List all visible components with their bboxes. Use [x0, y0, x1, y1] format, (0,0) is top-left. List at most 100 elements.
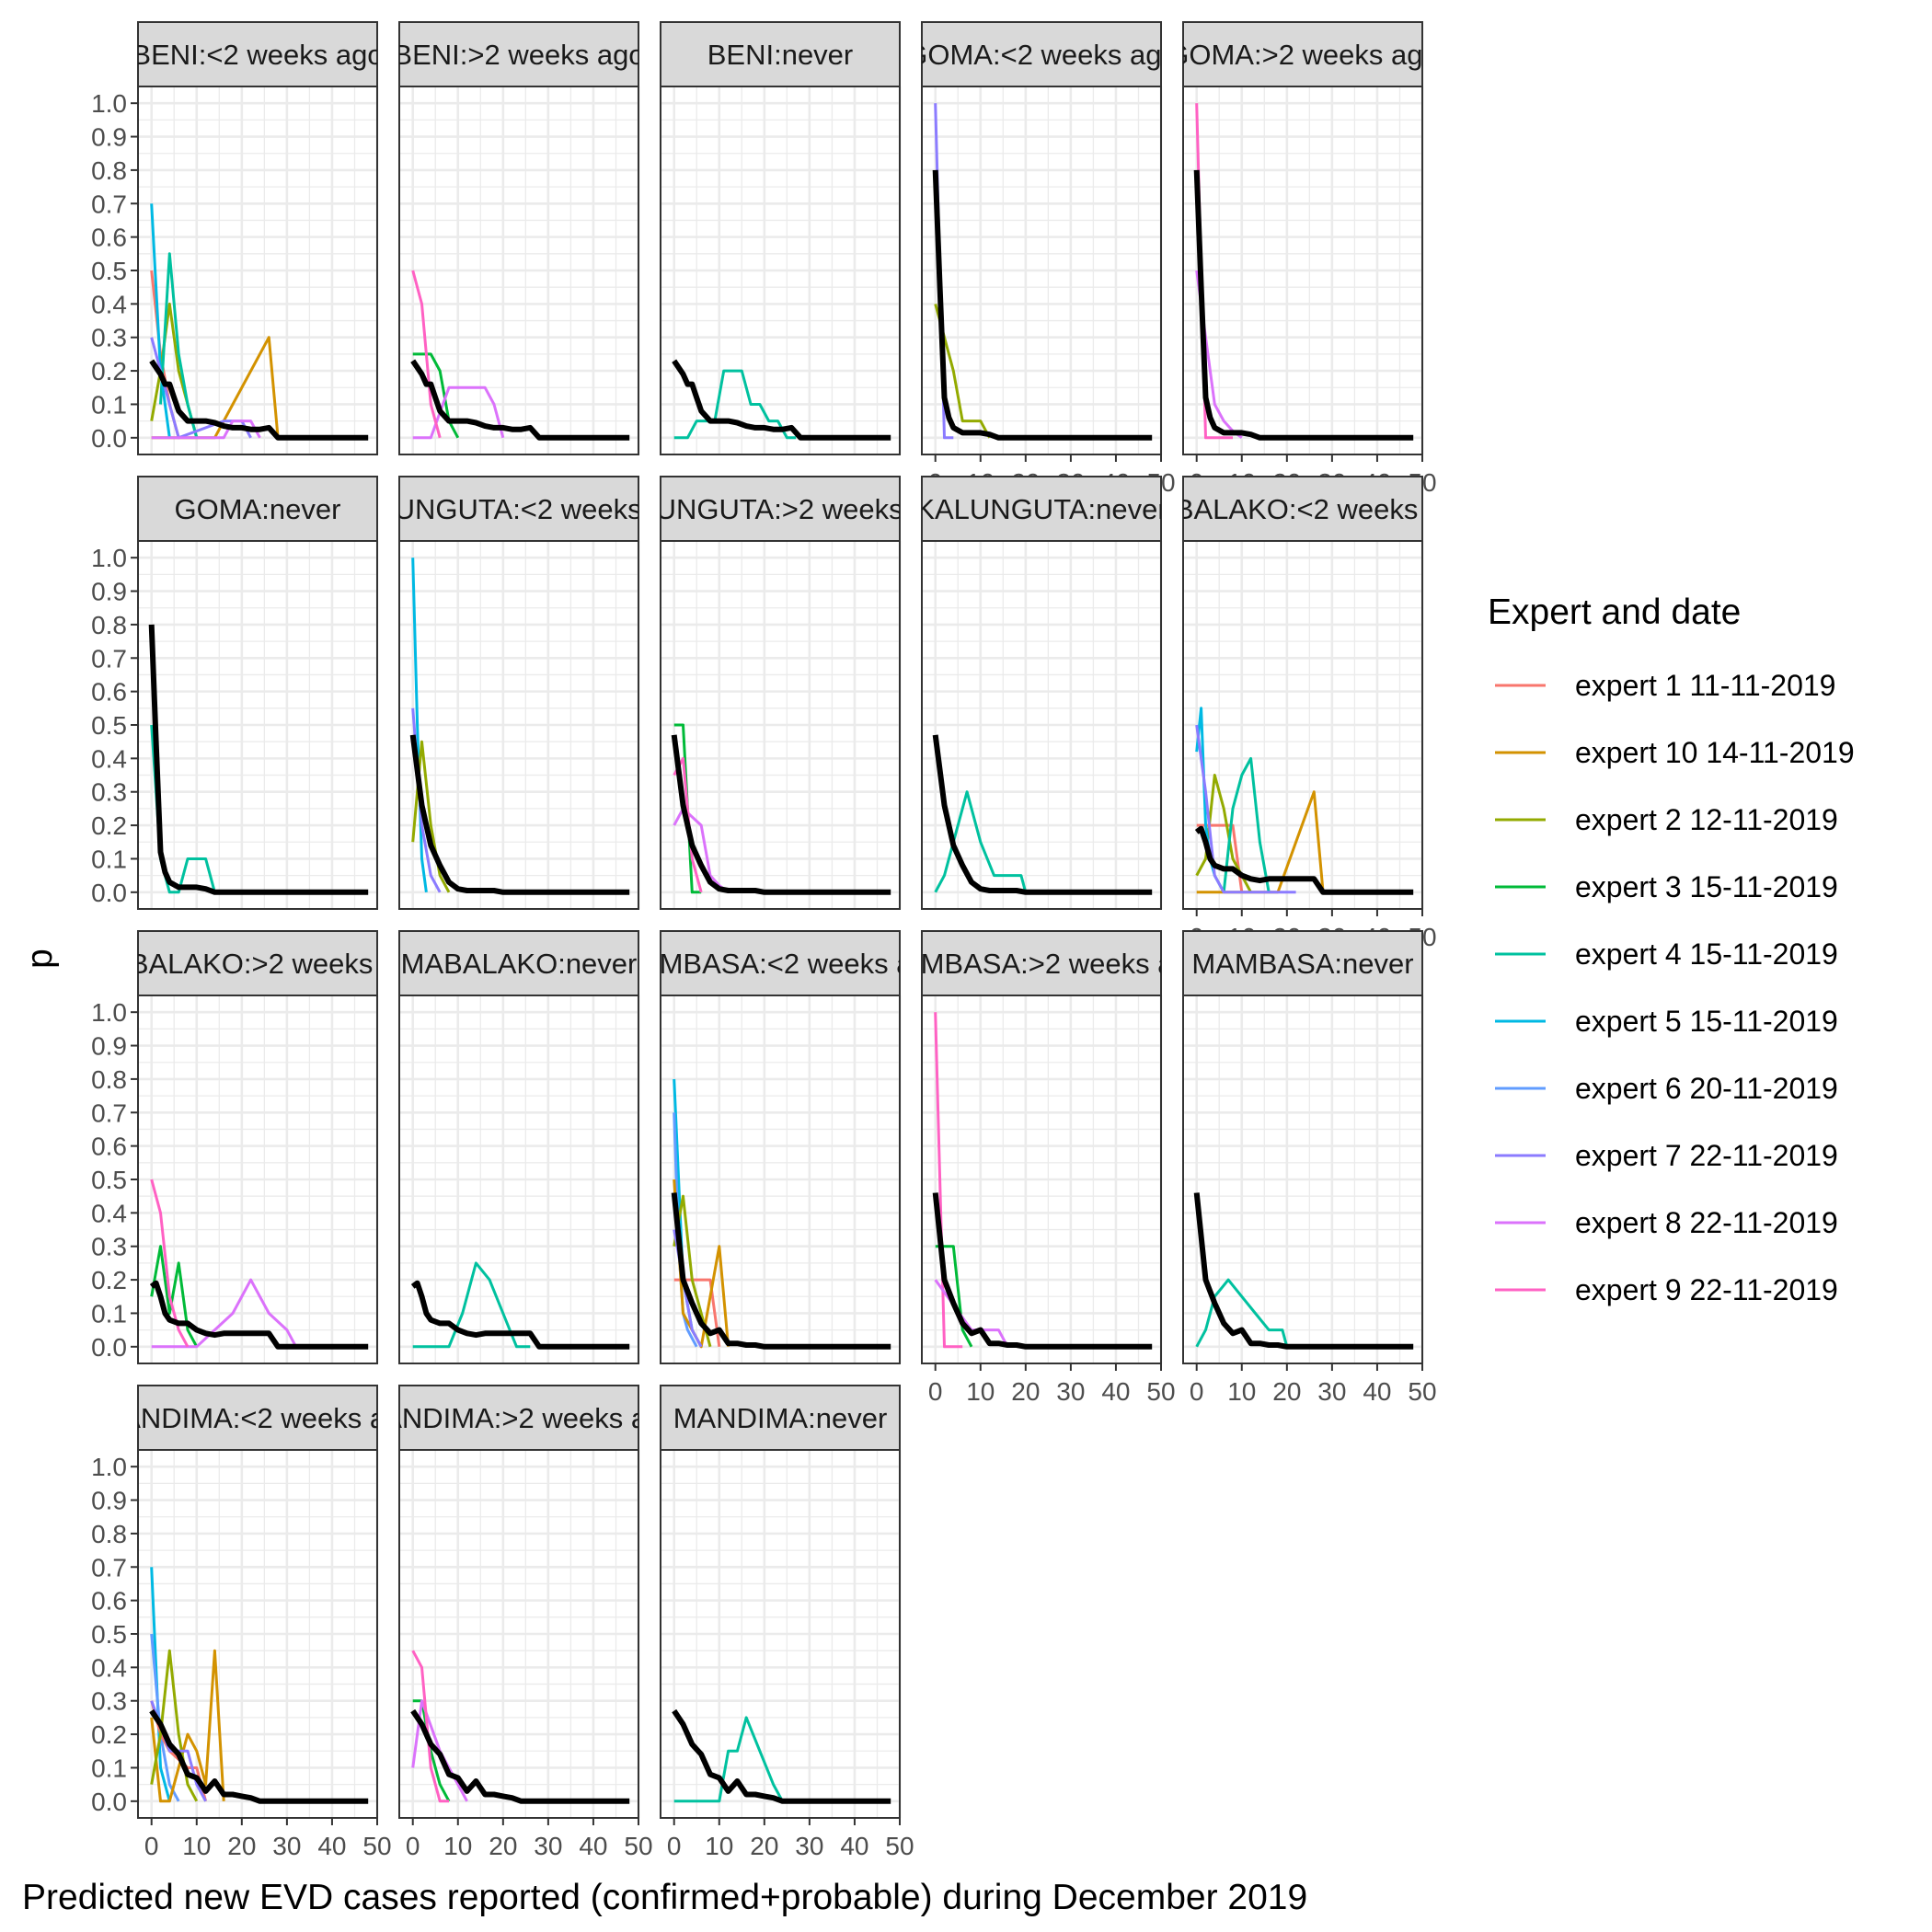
- y-tick-label: 0.7: [91, 190, 127, 218]
- series-line-expert-2-12-11-2019: [150, 1649, 199, 1802]
- panel-border: [1182, 540, 1423, 910]
- gridlines: [922, 541, 1163, 909]
- y-tick-label: 0.2: [91, 811, 127, 840]
- y-tick-label: 0.0: [91, 879, 127, 907]
- facet-strip-label: KALUNGUTA:never: [915, 493, 1167, 525]
- x-tick-label: 50: [1146, 1377, 1175, 1406]
- gridlines: [661, 86, 902, 454]
- facet-strip: [137, 1385, 378, 1451]
- series-line-expert-4-15-11-2019: [1222, 756, 1271, 893]
- gridlines: [138, 541, 379, 909]
- facet-strip-label: BENI:never: [707, 39, 854, 71]
- facet-strip-label: MANDIMA:<2 weeks ago: [98, 1402, 417, 1434]
- y-tick-label: 0.4: [91, 290, 127, 318]
- x-tick-label: 10: [182, 1832, 211, 1860]
- y-axis: 0.0 0.1 0.2 0.3 0.4 0.5 0.6 0.7 0.8 0.9 1.0: [91, 544, 138, 907]
- series-line-mean: [149, 359, 369, 441]
- facet-panel-beni-never: BENI:never: [660, 21, 902, 455]
- facet-strip: [660, 1385, 901, 1451]
- series-line-expert-10-14-11-2019: [150, 1649, 225, 1803]
- panel-border: [398, 995, 639, 1364]
- series-line-expert-3-15-11-2019: [412, 352, 460, 439]
- legend-label: expert 5 15-11-2019: [1575, 1005, 1838, 1038]
- facet-strip: [921, 476, 1162, 542]
- y-tick-label: 0.6: [91, 224, 127, 252]
- series-line-expert-3-15-11-2019: [412, 1699, 451, 1802]
- facet-strip-label: MANDIMA:>2 weeks ago: [359, 1402, 678, 1434]
- x-tick-label: 30: [534, 1832, 562, 1860]
- x-tick-label: 40: [579, 1832, 607, 1860]
- y-tick-label: 0.8: [91, 156, 127, 185]
- series-line-expert-1-11-11-2019: [673, 1278, 721, 1348]
- legend-title: Expert and date: [1488, 592, 1741, 632]
- legend-item-expert-4-15-11-2019: expert 4 15-11-2019: [1495, 937, 1838, 971]
- x-tick-label: 0: [667, 1832, 682, 1860]
- series-line-mean: [672, 359, 891, 441]
- y-axis: 0.0 0.1 0.2 0.3 0.4 0.5 0.6 0.7 0.8 0.9 1.0: [91, 998, 138, 1362]
- facet-strip-label: MAMBASA:<2 weeks ago: [616, 948, 944, 980]
- facet-panel-kalunguta-never: KALUNGUTA:never: [915, 476, 1167, 910]
- y-tick-label: 0.5: [91, 1166, 127, 1194]
- x-tick-label: 50: [624, 1832, 652, 1860]
- series-line-mean: [1193, 1192, 1414, 1350]
- legend-label: expert 4 15-11-2019: [1575, 937, 1838, 971]
- y-tick-label: 0.3: [91, 1233, 127, 1261]
- x-tick-label: 40: [1363, 1377, 1391, 1406]
- legend-item-expert-10-14-11-2019: expert 10 14-11-2019: [1495, 736, 1855, 769]
- y-tick-label: 0.3: [91, 324, 127, 352]
- series-line-mean: [1194, 825, 1414, 895]
- legend-item-expert-5-15-11-2019: expert 5 15-11-2019: [1495, 1005, 1838, 1038]
- y-tick-label: 0.1: [91, 390, 127, 419]
- series-line-expert-3-15-11-2019: [150, 1245, 199, 1348]
- facet-strip-label: KALUNGUTA:<2 weeks ago: [340, 493, 697, 525]
- series-line-expert-9-22-11-2019: [411, 270, 442, 439]
- series-line-mean: [671, 734, 891, 895]
- x-tick-label: 20: [489, 1832, 517, 1860]
- y-tick-label: 0.8: [91, 1065, 127, 1094]
- y-axis-title: p: [20, 949, 60, 969]
- facet-panel-mabalako-never: MABALAKO:never: [398, 930, 640, 1364]
- facet-panel-mambasa-lt-2-weeks-ago: MAMBASA:<2 weeks ago: [616, 930, 944, 1364]
- panel-border: [921, 86, 1162, 455]
- series-line-mean: [410, 359, 630, 441]
- gridlines: [661, 1450, 902, 1818]
- legend-item-expert-7-22-11-2019: expert 7 22-11-2019: [1495, 1139, 1838, 1172]
- facet-strip: [921, 930, 1162, 996]
- facet-strip-label: KALUNGUTA:>2 weeks ago: [602, 493, 959, 525]
- panel-border: [921, 995, 1162, 1364]
- facet-strip-label: GOMA:<2 weeks ago: [905, 39, 1178, 71]
- y-tick-label: 0.0: [91, 424, 127, 453]
- panel-border: [660, 1449, 901, 1819]
- series-line-expert-4-15-11-2019: [673, 1716, 784, 1803]
- facet-strip: [398, 930, 639, 996]
- facet-strip-label: GOMA:>2 weeks ago: [1167, 39, 1439, 71]
- legend-label: expert 2 12-11-2019: [1575, 803, 1838, 836]
- series-line-expert-9-22-11-2019: [150, 1179, 190, 1348]
- legend-item-expert-9-22-11-2019: expert 9 22-11-2019: [1495, 1273, 1838, 1306]
- x-tick-label: 40: [1101, 1377, 1130, 1406]
- x-tick-label: 20: [1272, 1377, 1301, 1406]
- y-tick-label: 0.8: [91, 1520, 127, 1548]
- x-tick-label: 0: [1190, 1377, 1204, 1406]
- facet-strip-label: BENI:>2 weeks ago: [393, 39, 644, 71]
- facet-strip-label: MABALAKO:<2 weeks ago: [1132, 493, 1473, 525]
- y-tick-label: 0.3: [91, 1687, 127, 1716]
- series-line-mean: [672, 1708, 891, 1804]
- x-tick-label: 50: [885, 1832, 914, 1860]
- facet-panel-mambasa-never: MAMBASA:never 0 10 20 30 40 50: [1182, 930, 1437, 1406]
- facet-strip: [1182, 930, 1423, 996]
- x-tick-label: 20: [227, 1832, 256, 1860]
- facet-strip: [398, 476, 639, 542]
- panel-border: [398, 540, 639, 910]
- facet-strip-label: GOMA:never: [175, 493, 341, 525]
- facet-strip: [921, 21, 1162, 87]
- x-tick-label: 0: [406, 1832, 420, 1860]
- x-tick-label: 30: [1317, 1377, 1346, 1406]
- facet-panel-mandima-never: MANDIMA:never 0 10 20 30 40 50: [660, 1385, 914, 1860]
- x-tick-label: 40: [317, 1832, 346, 1860]
- x-axis-title: Predicted new EVD cases reported (confir…: [22, 1878, 1307, 1917]
- y-tick-label: 0.4: [91, 1199, 127, 1227]
- x-axis: 0 10 20 30 40 50: [1190, 1363, 1437, 1406]
- y-tick-label: 1.0: [91, 998, 127, 1027]
